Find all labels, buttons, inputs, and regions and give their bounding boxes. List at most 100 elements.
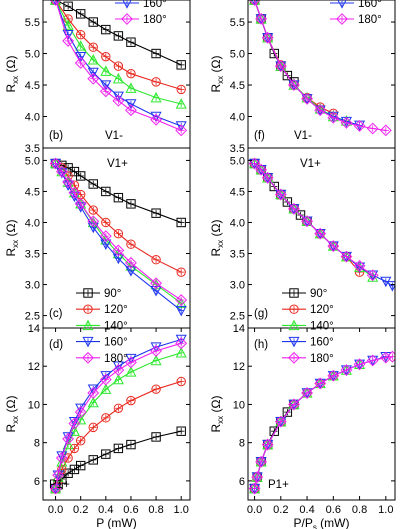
data-point: [112, 244, 125, 257]
data-point: [261, 438, 274, 451]
data-point: [353, 260, 366, 272]
data-point: [248, 157, 261, 170]
data-point: [99, 85, 112, 98]
panel-annotation: V1-: [294, 130, 312, 142]
series-120: [50, 0, 186, 95]
legend-entry-140: 140°: [282, 319, 334, 332]
data-point: [49, 157, 62, 170]
x-tick-label: 1.0: [174, 504, 189, 516]
series-line-140: [55, 352, 182, 489]
y-axis-label: Rxx (Ω): [4, 220, 20, 257]
data-point: [327, 369, 340, 382]
data-point: [88, 179, 98, 189]
data-point: [113, 31, 124, 41]
series-90: [50, 426, 186, 494]
series-180: [248, 0, 392, 137]
data-point: [125, 104, 137, 117]
legend-label: 180°: [104, 353, 128, 365]
legend-entry-120: 120°: [76, 304, 128, 316]
data-point: [366, 122, 379, 135]
series-180: [49, 337, 188, 495]
data-point: [101, 186, 111, 197]
series-180: [49, 157, 188, 306]
y-tick-label: 4.5: [25, 80, 40, 92]
y-tick-label: 2.5: [25, 311, 40, 323]
data-point: [151, 48, 161, 59]
legend-marker: [83, 304, 93, 314]
data-point: [62, 35, 75, 47]
data-point: [288, 398, 300, 411]
data-point: [314, 227, 327, 240]
data-point: [176, 84, 186, 95]
y-tick-label: 8: [239, 438, 245, 450]
panel-label: (f): [254, 130, 265, 142]
data-point: [269, 48, 279, 59]
data-point: [101, 51, 111, 62]
y-tick-label: 2.5: [230, 311, 245, 323]
y-tick-label: 14: [28, 323, 40, 335]
data-point: [125, 256, 137, 269]
data-point: [87, 387, 100, 399]
legend-label: 120°: [310, 304, 334, 316]
series-line-120: [254, 0, 334, 114]
data-point: [126, 199, 136, 209]
plot-frame: [42, 327, 191, 501]
x-axis-label: P/Ps (mW): [294, 516, 350, 529]
data-point: [251, 471, 264, 483]
data-point: [274, 415, 287, 428]
legend-label: 180°: [143, 14, 167, 26]
data-point: [99, 373, 112, 386]
x-tick-label: 0.2: [273, 504, 288, 516]
data-point: [295, 210, 306, 220]
panel-annotation: P1+: [49, 479, 70, 491]
panel-annotation: V1+: [107, 158, 128, 170]
y-tick-label: 12: [28, 361, 40, 373]
y-tick-label: 4.0: [25, 217, 40, 229]
data-point: [269, 426, 279, 436]
data-point: [150, 113, 162, 126]
data-point: [151, 384, 161, 394]
legend-entry-160: 160°: [76, 337, 128, 349]
legend-label: 90°: [310, 288, 327, 300]
data-point: [176, 267, 186, 277]
data-point: [126, 68, 136, 79]
data-point: [366, 354, 379, 367]
x-tick-label: 0.8: [148, 504, 163, 516]
y-axis-label: Rxx (Ω): [209, 396, 225, 433]
data-point: [274, 188, 287, 201]
data-point: [113, 403, 124, 413]
y-axis-label: Rxx (Ω): [209, 220, 225, 257]
y-tick-label: 4.0: [230, 112, 245, 124]
data-point: [75, 460, 86, 471]
x-tick-label: 0.4: [98, 504, 113, 516]
legend-label: 180°: [310, 353, 334, 365]
panel-label: (c): [49, 308, 63, 320]
chart-panel-g: 2.5 3.0 3.5 4.0 4.5 5.0 Rxx (Ω) (g) V1+: [209, 147, 396, 329]
y-tick-label: 3.5: [25, 249, 40, 261]
data-point: [112, 364, 125, 376]
panel-annotation: P1+: [268, 479, 289, 491]
data-point: [340, 250, 353, 263]
y-tick-label: 4.5: [25, 186, 40, 198]
legend-label: 140°: [310, 320, 334, 332]
data-point: [75, 436, 86, 446]
data-point: [99, 230, 112, 243]
y-tick-label: 4.0: [25, 112, 40, 124]
data-point: [62, 176, 75, 189]
y-tick-label: 3.0: [25, 280, 40, 292]
data-point: [175, 294, 188, 306]
data-point: [62, 432, 75, 445]
data-point: [101, 217, 111, 228]
data-point: [314, 377, 327, 390]
data-point: [353, 358, 366, 371]
data-point: [68, 417, 81, 430]
legend-label: 90°: [104, 288, 121, 300]
x-tick-label: 0.0: [247, 504, 262, 516]
legend-entry-90: 90°: [282, 288, 327, 300]
data-point: [366, 269, 379, 282]
data-point: [126, 395, 136, 406]
series-140: [249, 358, 366, 494]
legend-entry-120: 120°: [282, 304, 334, 316]
series-180: [49, 0, 188, 137]
y-tick-label: 3.0: [230, 280, 245, 292]
